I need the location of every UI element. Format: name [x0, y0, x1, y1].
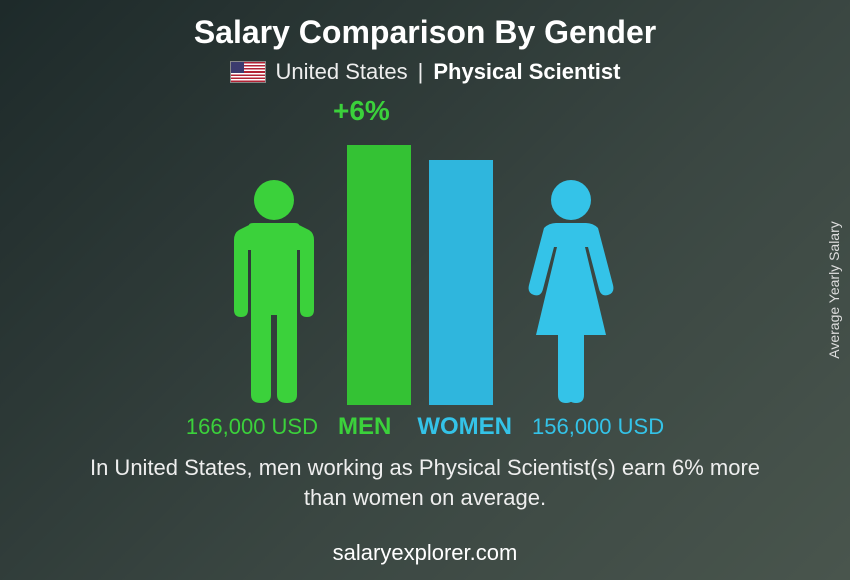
women-bar: [429, 160, 493, 405]
women-label: WOMEN: [417, 413, 512, 441]
chart-area: +6%: [0, 95, 850, 445]
female-icon: [511, 175, 631, 405]
side-axis-label: Average Yearly Salary: [826, 221, 842, 359]
labels-row: 166,000 USD MEN WOMEN 156,000 USD: [0, 413, 850, 441]
subtitle-row: United States | Physical Scientist: [0, 59, 850, 85]
footer-source: salaryexplorer.com: [0, 540, 850, 566]
male-icon: [219, 175, 329, 405]
men-label: MEN: [338, 413, 391, 441]
men-bar: [347, 145, 411, 405]
bars-row: [219, 145, 631, 405]
job-title: Physical Scientist: [433, 59, 620, 85]
separator: |: [418, 59, 424, 85]
us-flag-icon: [230, 61, 266, 83]
men-salary: 166,000 USD: [186, 414, 318, 440]
content-container: Salary Comparison By Gender United State…: [0, 0, 850, 580]
side-label-wrap: Average Yearly Salary: [824, 0, 844, 580]
country-label: United States: [276, 59, 408, 85]
percent-diff-label: +6%: [333, 95, 390, 127]
women-salary: 156,000 USD: [532, 414, 664, 440]
summary-text: In United States, men working as Physica…: [0, 445, 850, 512]
page-title: Salary Comparison By Gender: [0, 0, 850, 51]
